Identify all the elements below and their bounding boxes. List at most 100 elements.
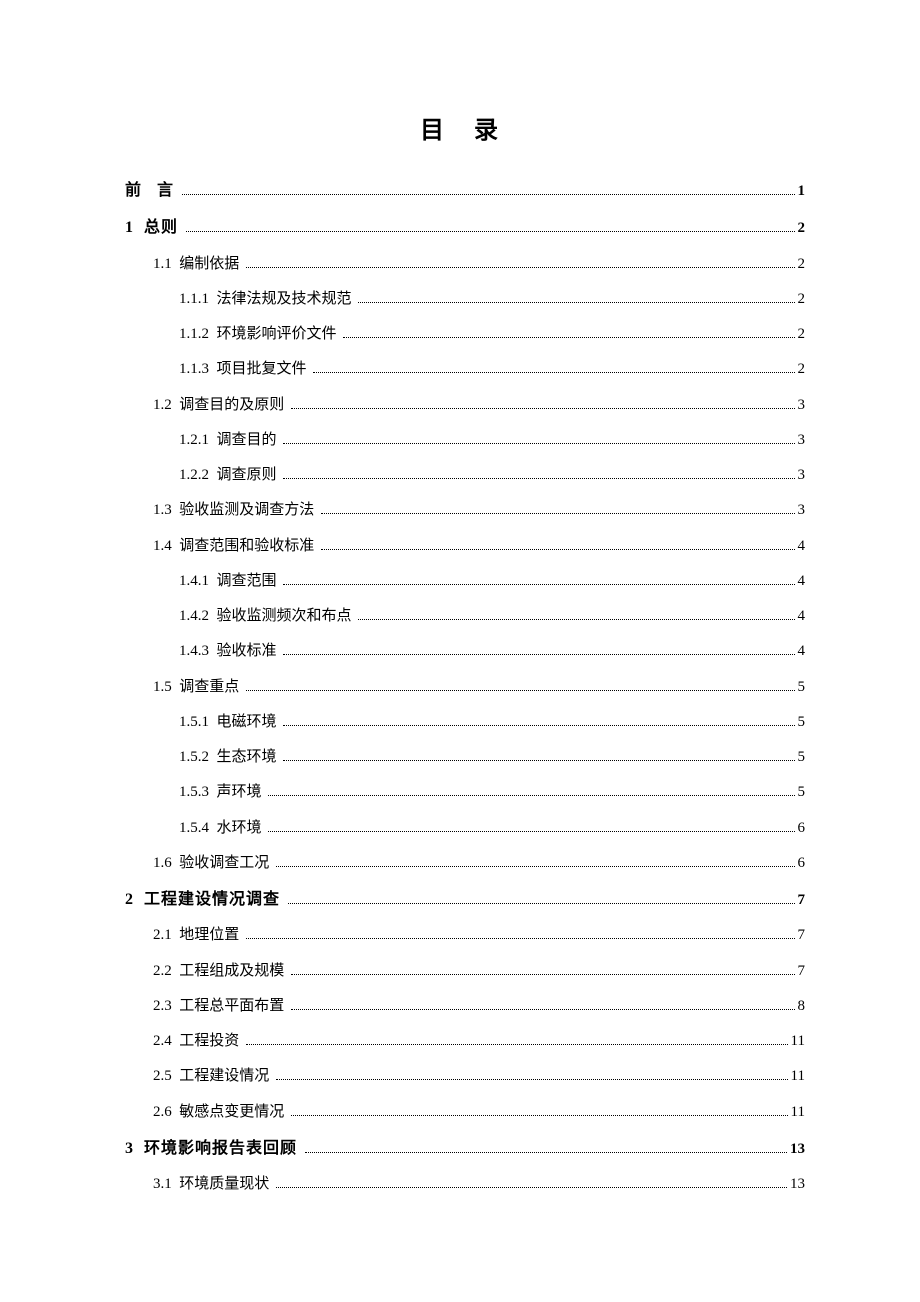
toc-entry-label: 1.1.1 法律法规及技术规范: [179, 285, 355, 314]
toc-entry-label: 1.1 编制依据: [153, 250, 243, 279]
toc-entry: 1.5 调查重点 5: [125, 673, 805, 702]
toc-entry-page: 5: [798, 708, 806, 737]
toc-entry-page: 4: [798, 567, 806, 596]
toc-entry-label: 2.1 地理位置: [153, 921, 243, 950]
toc-leader-dots: [283, 478, 794, 479]
toc-entry: 1.2 调查目的及原则 3: [125, 391, 805, 420]
toc-entry-page: 13: [790, 1135, 805, 1164]
toc-entry-page: 7: [798, 921, 806, 950]
toc-entry-page: 7: [798, 886, 806, 915]
toc-entry: 1.4.3 验收标准 4: [125, 637, 805, 666]
toc-entry-label: 1.4 调查范围和验收标准: [153, 532, 318, 561]
toc-leader-dots: [276, 1079, 788, 1080]
toc-entry-page: 6: [798, 814, 806, 843]
toc-entry-page: 11: [791, 1062, 805, 1091]
toc-entry-page: 2: [798, 355, 806, 384]
toc-leader-dots: [288, 903, 794, 904]
toc-entry-label: 1.2 调查目的及原则: [153, 391, 288, 420]
toc-entry: 2.6 敏感点变更情况 11: [125, 1098, 805, 1127]
toc-leader-dots: [305, 1152, 787, 1153]
toc-entry-page: 5: [798, 778, 806, 807]
toc-entry: 1.5.2 生态环境 5: [125, 743, 805, 772]
toc-entry-label: 1.1.2 环境影响评价文件: [179, 320, 340, 349]
toc-entry: 1.1.1 法律法规及技术规范 2: [125, 285, 805, 314]
toc-leader-dots: [358, 302, 794, 303]
toc-entry-label: 1.4.2 验收监测频次和布点: [179, 602, 355, 631]
toc-entry: 2.2 工程组成及规模 7: [125, 957, 805, 986]
toc-entry-page: 3: [798, 496, 806, 525]
toc-entry-label: 2.2 工程组成及规模: [153, 957, 288, 986]
toc-entry: 1.5.1 电磁环境 5: [125, 708, 805, 737]
toc-entry-page: 4: [798, 602, 806, 631]
toc-entry-page: 7: [798, 957, 806, 986]
toc-entry-label: 1.4.3 验收标准: [179, 637, 280, 666]
toc-leader-dots: [313, 372, 794, 373]
toc-leader-dots: [268, 795, 794, 796]
toc-entry-page: 4: [798, 637, 806, 666]
toc-entry: 2.1 地理位置 7: [125, 921, 805, 950]
toc-entry: 2.3 工程总平面布置 8: [125, 992, 805, 1021]
toc-title: 目 录: [125, 110, 805, 145]
toc-list: 前 言 11 总则 21.1 编制依据 21.1.1 法律法规及技术规范 21.…: [125, 175, 805, 1199]
toc-entry: 1.4.1 调查范围 4: [125, 567, 805, 596]
toc-entry-label: 1.2.2 调查原则: [179, 461, 280, 490]
toc-entry: 1.1.2 环境影响评价文件 2: [125, 320, 805, 349]
toc-entry-label: 1.5.4 水环境: [179, 814, 265, 843]
toc-entry-label: 3 环境影响报告表回顾: [125, 1133, 302, 1164]
toc-leader-dots: [321, 549, 794, 550]
toc-entry: 1.1 编制依据 2: [125, 250, 805, 279]
toc-leader-dots: [291, 1115, 788, 1116]
toc-entry: 1.2.2 调查原则 3: [125, 461, 805, 490]
toc-entry: 2 工程建设情况调查 7: [125, 884, 805, 915]
toc-entry-page: 2: [798, 285, 806, 314]
toc-entry-page: 3: [798, 461, 806, 490]
toc-entry-label: 2.3 工程总平面布置: [153, 992, 288, 1021]
toc-entry-label: 2.6 敏感点变更情况: [153, 1098, 288, 1127]
toc-leader-dots: [276, 1187, 787, 1188]
toc-entry-label: 1.3 验收监测及调查方法: [153, 496, 318, 525]
toc-leader-dots: [246, 938, 794, 939]
toc-leader-dots: [358, 619, 794, 620]
toc-entry: 1.1.3 项目批复文件 2: [125, 355, 805, 384]
toc-entry: 2.4 工程投资 11: [125, 1027, 805, 1056]
toc-entry-label: 1 总则: [125, 212, 183, 243]
toc-entry-page: 4: [798, 532, 806, 561]
toc-leader-dots: [283, 654, 794, 655]
toc-entry-label: 2.5 工程建设情况: [153, 1062, 273, 1091]
toc-leader-dots: [291, 408, 794, 409]
toc-leader-dots: [246, 267, 794, 268]
toc-entry: 1.5.3 声环境 5: [125, 778, 805, 807]
toc-leader-dots: [321, 513, 794, 514]
toc-entry-page: 5: [798, 743, 806, 772]
toc-entry-label: 1.5 调查重点: [153, 673, 243, 702]
toc-entry-label: 3.1 环境质量现状: [153, 1170, 273, 1199]
toc-entry-label: 1.5.2 生态环境: [179, 743, 280, 772]
toc-entry-page: 3: [798, 391, 806, 420]
toc-entry-page: 2: [798, 320, 806, 349]
toc-entry: 1.2.1 调查目的 3: [125, 426, 805, 455]
toc-entry-label: 2.4 工程投资: [153, 1027, 243, 1056]
toc-entry-page: 8: [798, 992, 806, 1021]
toc-leader-dots: [268, 831, 794, 832]
toc-entry-page: 3: [798, 426, 806, 455]
toc-entry-page: 2: [798, 250, 806, 279]
toc-leader-dots: [291, 1009, 794, 1010]
toc-entry-label: 1.2.1 调查目的: [179, 426, 280, 455]
toc-entry-label: 2 工程建设情况调查: [125, 884, 285, 915]
toc-entry: 1.4 调查范围和验收标准 4: [125, 532, 805, 561]
toc-entry: 3.1 环境质量现状 13: [125, 1170, 805, 1199]
toc-entry: 1.6 验收调查工况 6: [125, 849, 805, 878]
toc-entry: 2.5 工程建设情况 11: [125, 1062, 805, 1091]
toc-entry-label: 1.1.3 项目批复文件: [179, 355, 310, 384]
toc-entry-page: 11: [791, 1098, 805, 1127]
toc-leader-dots: [283, 584, 794, 585]
toc-leader-dots: [246, 1044, 788, 1045]
toc-entry-page: 5: [798, 673, 806, 702]
toc-entry: 前 言 1: [125, 175, 805, 206]
toc-leader-dots: [276, 866, 794, 867]
toc-leader-dots: [186, 231, 794, 232]
toc-entry-label: 1.5.3 声环境: [179, 778, 265, 807]
toc-entry-page: 1: [798, 177, 806, 206]
toc-entry: 1 总则 2: [125, 212, 805, 243]
toc-entry-page: 13: [790, 1170, 805, 1199]
